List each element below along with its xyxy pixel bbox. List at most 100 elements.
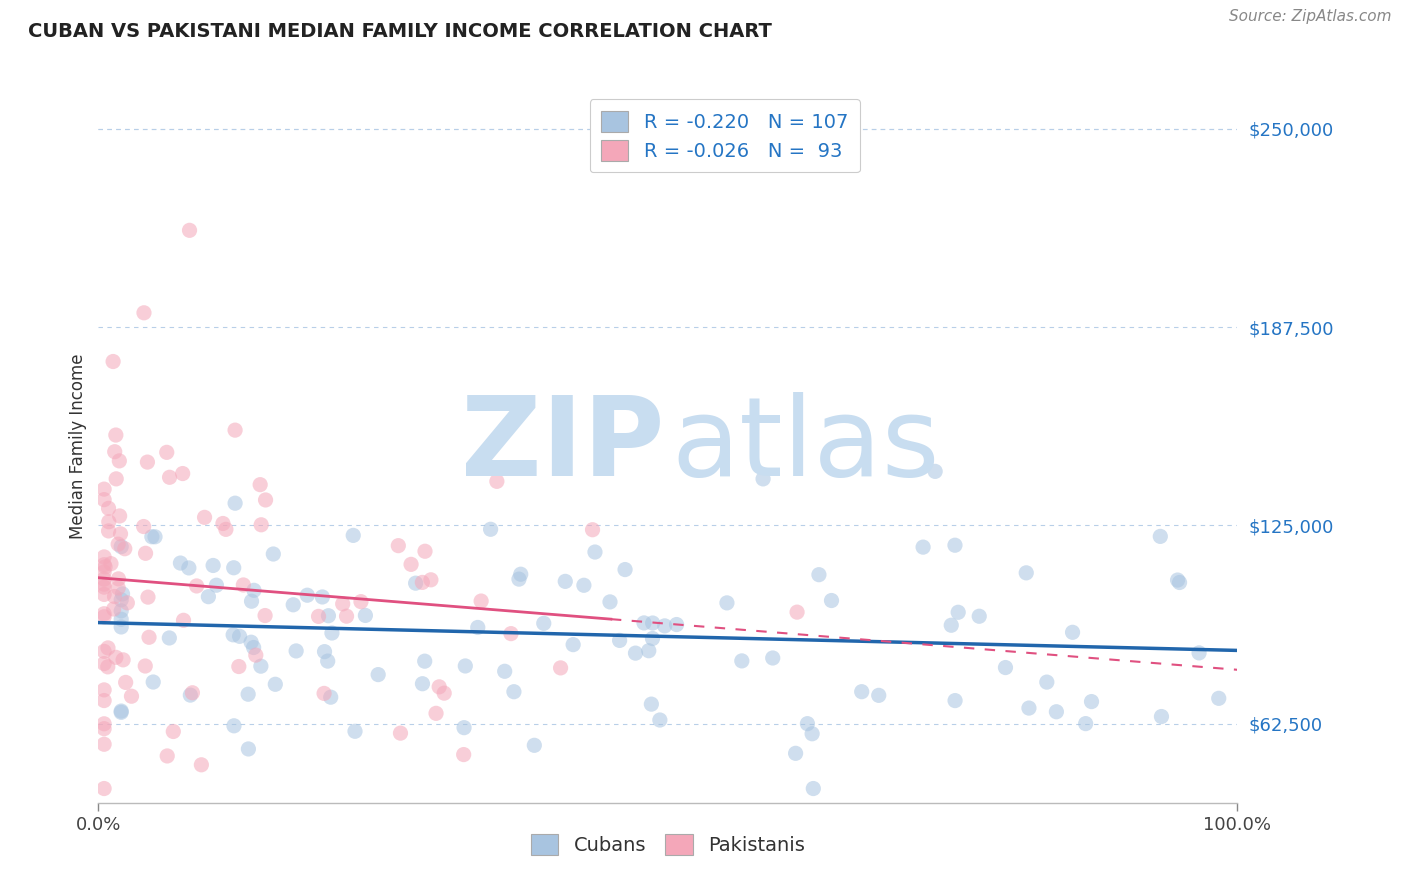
Point — [554, 574, 576, 589]
Point — [1018, 701, 1040, 715]
Point — [254, 608, 277, 623]
Point — [205, 578, 228, 592]
Point — [316, 654, 339, 668]
Point — [413, 654, 436, 668]
Point — [820, 593, 842, 607]
Point — [640, 697, 662, 711]
Point — [110, 540, 132, 554]
Point — [994, 660, 1017, 674]
Point — [142, 675, 165, 690]
Point — [314, 645, 336, 659]
Point — [311, 590, 333, 604]
Point — [946, 605, 969, 619]
Point — [93, 682, 115, 697]
Point — [111, 587, 134, 601]
Point — [222, 628, 245, 642]
Point — [785, 747, 807, 761]
Point — [104, 444, 127, 458]
Point — [924, 464, 946, 478]
Point — [367, 667, 389, 681]
Point — [105, 472, 128, 486]
Text: atlas: atlas — [671, 392, 939, 500]
Point — [1149, 529, 1171, 543]
Point — [121, 690, 143, 704]
Point — [335, 609, 357, 624]
Point — [93, 577, 115, 591]
Point — [240, 594, 263, 608]
Point — [285, 644, 308, 658]
Point — [752, 472, 775, 486]
Point — [93, 482, 115, 496]
Point — [262, 547, 284, 561]
Point — [93, 722, 115, 736]
Point — [665, 617, 688, 632]
Point — [107, 581, 129, 595]
Point — [110, 604, 132, 618]
Point — [1036, 675, 1059, 690]
Point — [104, 428, 127, 442]
Point — [967, 609, 990, 624]
Point — [943, 538, 966, 552]
Point — [159, 470, 181, 484]
Point — [136, 455, 159, 469]
Point — [93, 716, 115, 731]
Point — [599, 595, 621, 609]
Legend: Cubans, Pakistanis: Cubans, Pakistanis — [522, 824, 814, 864]
Text: Source: ZipAtlas.com: Source: ZipAtlas.com — [1229, 9, 1392, 24]
Point — [228, 659, 250, 673]
Point — [624, 646, 647, 660]
Point — [103, 602, 125, 616]
Point — [387, 539, 409, 553]
Point — [110, 592, 132, 607]
Point — [801, 727, 824, 741]
Point — [101, 354, 124, 368]
Point — [453, 747, 475, 762]
Point — [93, 587, 115, 601]
Point — [141, 530, 163, 544]
Point — [93, 492, 115, 507]
Point — [581, 523, 603, 537]
Point — [641, 632, 664, 646]
Point — [186, 579, 208, 593]
Point — [143, 530, 166, 544]
Y-axis label: Median Family Income: Median Family Income — [69, 353, 87, 539]
Point — [215, 522, 238, 536]
Point — [503, 684, 526, 698]
Point — [212, 516, 235, 531]
Point — [941, 618, 963, 632]
Point — [318, 608, 340, 623]
Point — [114, 541, 136, 556]
Point — [179, 688, 201, 702]
Point — [413, 544, 436, 558]
Point — [236, 687, 259, 701]
Point — [562, 638, 585, 652]
Point — [1188, 646, 1211, 660]
Point — [94, 560, 117, 574]
Point — [868, 689, 890, 703]
Point — [193, 510, 215, 524]
Point — [943, 693, 966, 707]
Point — [648, 713, 671, 727]
Point — [97, 524, 120, 538]
Point — [354, 608, 377, 623]
Point — [308, 609, 330, 624]
Point — [731, 654, 754, 668]
Point — [93, 644, 115, 658]
Point — [112, 653, 135, 667]
Point — [135, 546, 157, 560]
Point — [801, 781, 824, 796]
Point — [762, 651, 785, 665]
Point — [509, 567, 531, 582]
Point — [321, 626, 343, 640]
Point — [572, 578, 595, 592]
Point — [173, 613, 195, 627]
Point — [156, 445, 179, 459]
Point — [1208, 691, 1230, 706]
Point — [202, 558, 225, 573]
Point — [134, 659, 156, 673]
Point — [419, 573, 441, 587]
Point — [485, 475, 508, 489]
Point — [93, 781, 115, 796]
Point — [93, 607, 115, 621]
Point — [1045, 705, 1067, 719]
